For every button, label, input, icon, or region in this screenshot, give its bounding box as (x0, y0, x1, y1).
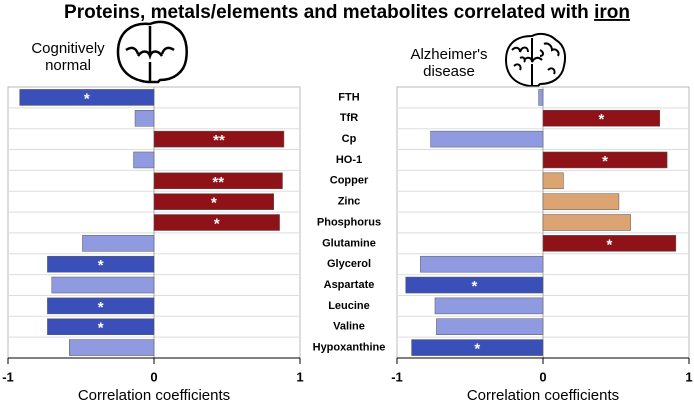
x-tick-label: 0 (150, 369, 157, 384)
bar (434, 297, 544, 315)
bar (51, 276, 155, 294)
bar (542, 214, 631, 231)
bar (405, 276, 544, 294)
bar (538, 89, 544, 106)
bar (47, 297, 155, 315)
bar (47, 318, 155, 335)
significance-label: * (471, 278, 477, 295)
category-label: Zinc (338, 196, 361, 208)
category-label: Glutamine (322, 237, 376, 249)
bar (542, 110, 661, 127)
x-tick-label: -1 (391, 369, 403, 384)
panel-name: Alzheimer's disease (410, 46, 488, 80)
category-label: Cp (342, 133, 357, 145)
significance-label: * (98, 299, 104, 316)
significance-label: * (602, 153, 608, 170)
brain-icon-normal (116, 20, 188, 84)
x-axis-label: Correlation coefficients (78, 387, 230, 404)
bar (69, 339, 155, 356)
category-label: Phosphorus (317, 216, 381, 228)
category-label: Aspartate (324, 279, 375, 291)
bar (542, 193, 620, 210)
bar (134, 110, 155, 127)
panel-name: Cognitively normal (31, 40, 105, 74)
category-label: Hypoxanthine (313, 341, 386, 353)
category-label: HO-1 (336, 154, 362, 166)
significance-label: ** (213, 132, 225, 149)
significance-label: * (607, 236, 613, 253)
category-label: Glycerol (327, 258, 371, 270)
bar (420, 255, 544, 273)
significance-label: ** (212, 174, 224, 191)
significance-label: * (211, 195, 217, 212)
bar (436, 318, 544, 335)
chart-title: Proteins, metals/elements and metabolite… (64, 2, 630, 23)
significance-label: * (98, 257, 104, 274)
category-label: Valine (333, 321, 365, 333)
significance-label: * (84, 90, 90, 107)
x-axis-label: Correlation coefficients (467, 387, 619, 404)
x-tick-label: 1 (685, 369, 692, 384)
bar (153, 172, 283, 190)
bar (542, 172, 564, 190)
significance-label: * (214, 215, 220, 232)
category-label: TfR (340, 112, 358, 124)
category-label: Leucine (328, 300, 370, 312)
bar (47, 255, 155, 273)
bar (430, 130, 544, 148)
significance-label: * (474, 341, 480, 358)
significance-label: * (98, 320, 104, 337)
bar (153, 193, 274, 210)
title-main: Proteins, metals/elements and metabolite… (64, 2, 589, 23)
bar (411, 339, 544, 356)
bar (133, 151, 155, 169)
bar (82, 235, 155, 252)
bar (19, 89, 155, 106)
category-label: FTH (338, 91, 359, 103)
bar (153, 214, 280, 231)
bar (542, 151, 668, 169)
bar (542, 235, 677, 252)
x-tick-label: 0 (539, 369, 546, 384)
bar (153, 130, 285, 148)
brain-icon-ad (504, 32, 566, 87)
x-tick-label: -1 (2, 369, 14, 384)
x-tick-label: 1 (296, 369, 303, 384)
title-emphasis: iron (594, 2, 630, 23)
category-label: Copper (330, 175, 369, 187)
significance-label: * (598, 111, 604, 128)
